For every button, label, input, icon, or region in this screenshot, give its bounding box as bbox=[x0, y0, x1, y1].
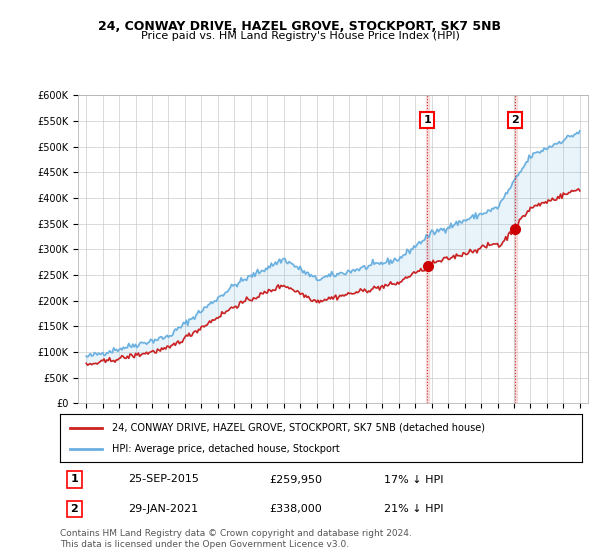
Text: £259,950: £259,950 bbox=[269, 474, 322, 484]
Text: 1: 1 bbox=[424, 115, 431, 125]
Text: 29-JAN-2021: 29-JAN-2021 bbox=[128, 504, 198, 514]
Text: 24, CONWAY DRIVE, HAZEL GROVE, STOCKPORT, SK7 5NB: 24, CONWAY DRIVE, HAZEL GROVE, STOCKPORT… bbox=[98, 20, 502, 32]
Text: Contains HM Land Registry data © Crown copyright and database right 2024.
This d: Contains HM Land Registry data © Crown c… bbox=[60, 529, 412, 549]
Text: 2: 2 bbox=[70, 504, 78, 514]
Text: 1: 1 bbox=[70, 474, 78, 484]
Text: 21% ↓ HPI: 21% ↓ HPI bbox=[383, 504, 443, 514]
Text: £338,000: £338,000 bbox=[269, 504, 322, 514]
Bar bbox=[425, 95, 429, 403]
Text: 2: 2 bbox=[511, 115, 519, 125]
Text: 24, CONWAY DRIVE, HAZEL GROVE, STOCKPORT, SK7 5NB (detached house): 24, CONWAY DRIVE, HAZEL GROVE, STOCKPORT… bbox=[112, 423, 485, 433]
Bar bbox=[514, 95, 517, 403]
Text: 25-SEP-2015: 25-SEP-2015 bbox=[128, 474, 199, 484]
Text: 17% ↓ HPI: 17% ↓ HPI bbox=[383, 474, 443, 484]
Text: HPI: Average price, detached house, Stockport: HPI: Average price, detached house, Stoc… bbox=[112, 444, 340, 454]
Text: Price paid vs. HM Land Registry's House Price Index (HPI): Price paid vs. HM Land Registry's House … bbox=[140, 31, 460, 41]
